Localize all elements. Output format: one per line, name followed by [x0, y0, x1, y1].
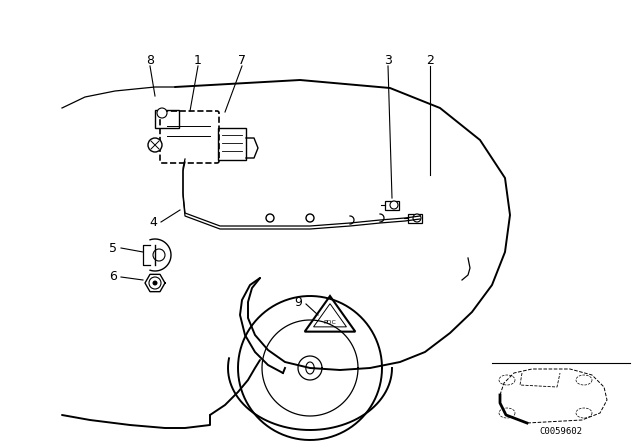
- Bar: [155, 110, 179, 128]
- Bar: [218, 128, 246, 160]
- Text: 7: 7: [238, 53, 246, 66]
- Circle shape: [152, 280, 157, 285]
- Text: 9: 9: [294, 296, 302, 309]
- Circle shape: [413, 214, 421, 222]
- Text: 6: 6: [109, 271, 117, 284]
- Text: 2: 2: [426, 53, 434, 66]
- Circle shape: [306, 214, 314, 222]
- Circle shape: [266, 214, 274, 222]
- Circle shape: [148, 138, 162, 152]
- Circle shape: [390, 201, 398, 209]
- Bar: [408, 214, 422, 223]
- Text: 1: 1: [194, 53, 202, 66]
- Text: PDC: PDC: [324, 319, 337, 324]
- Text: 4: 4: [149, 215, 157, 228]
- Circle shape: [157, 108, 167, 118]
- Text: 3: 3: [384, 53, 392, 66]
- Circle shape: [149, 277, 161, 289]
- Circle shape: [153, 249, 165, 261]
- Text: C0059602: C0059602: [540, 426, 582, 435]
- Text: 8: 8: [146, 53, 154, 66]
- Bar: [385, 201, 399, 210]
- Text: 5: 5: [109, 241, 117, 254]
